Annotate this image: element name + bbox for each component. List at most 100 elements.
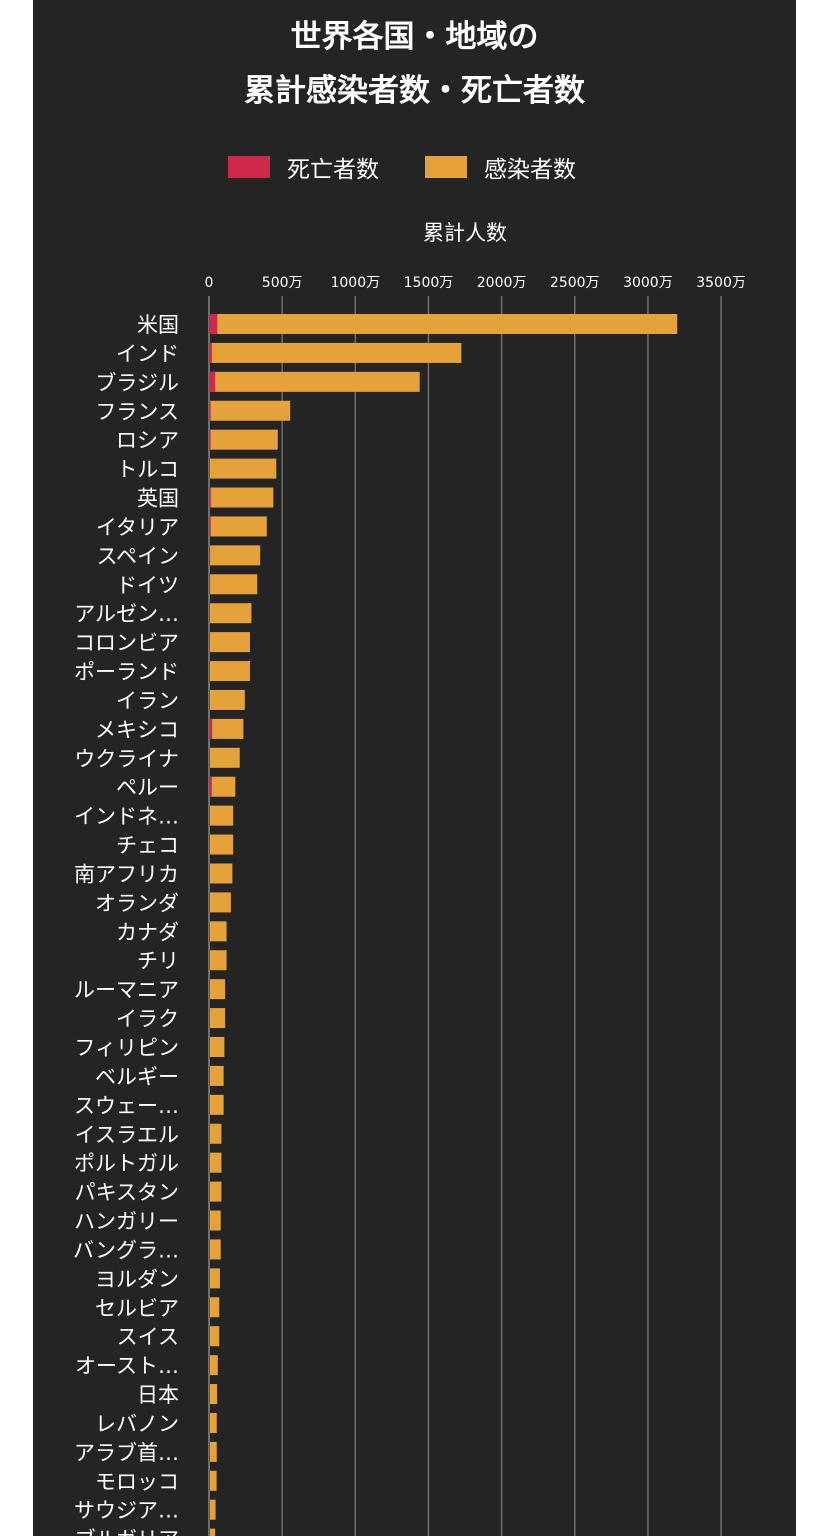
bar-cases[interactable]: [209, 950, 227, 971]
bar-deaths[interactable]: [209, 314, 218, 334]
bar-deaths[interactable]: [209, 950, 210, 971]
bar-cases[interactable]: [209, 689, 245, 710]
bar-cases[interactable]: [209, 718, 244, 739]
bar-deaths[interactable]: [209, 834, 210, 855]
bar-cases[interactable]: [209, 1412, 217, 1433]
bar-cases[interactable]: [209, 863, 233, 884]
bar-deaths[interactable]: [209, 1528, 210, 1536]
bar-cases[interactable]: [209, 1239, 221, 1260]
bar-deaths[interactable]: [209, 1239, 210, 1260]
bar-deaths[interactable]: [209, 1470, 210, 1491]
bar-deaths[interactable]: [209, 1181, 210, 1202]
bar-cases[interactable]: [209, 1123, 222, 1144]
bar-deaths[interactable]: [209, 979, 210, 1000]
bar-cases[interactable]: [209, 603, 252, 624]
bar-deaths[interactable]: [209, 776, 212, 797]
bar-cases[interactable]: [209, 1528, 216, 1536]
bar-cases[interactable]: [209, 1499, 216, 1520]
legend-item-cases[interactable]: 感染者数: [425, 150, 576, 184]
bar-cases[interactable]: [209, 805, 234, 826]
bar-cases[interactable]: [209, 1008, 226, 1029]
bar-deaths[interactable]: [209, 1326, 210, 1347]
bar-deaths[interactable]: [209, 747, 210, 768]
bar-deaths[interactable]: [209, 1008, 210, 1029]
bar-cases[interactable]: [209, 342, 462, 363]
bar-deaths[interactable]: [209, 1037, 210, 1057]
legend: 死亡者数 感染者数: [228, 150, 622, 184]
bar-deaths[interactable]: [209, 718, 213, 739]
bar-deaths[interactable]: [209, 863, 210, 884]
bar-deaths[interactable]: [209, 1152, 210, 1173]
bar-cases[interactable]: [209, 1094, 224, 1115]
bar-deaths[interactable]: [209, 1123, 210, 1144]
bar-deaths[interactable]: [209, 1210, 210, 1231]
bar-cases[interactable]: [209, 1210, 221, 1231]
bar-cases[interactable]: [209, 1384, 218, 1405]
bar-deaths[interactable]: [209, 892, 210, 913]
bar-deaths[interactable]: [209, 545, 211, 566]
bar-cases[interactable]: [209, 574, 258, 595]
chart-title-line2: 累計感染者数・死亡者数: [244, 73, 585, 109]
bar-cases[interactable]: [209, 545, 261, 566]
bar-deaths[interactable]: [209, 342, 212, 363]
gridlines: [208, 296, 722, 1536]
bar-cases[interactable]: [209, 371, 420, 392]
bar-cases[interactable]: [209, 400, 291, 421]
bar-cases[interactable]: [209, 487, 274, 508]
bar-cases[interactable]: [209, 747, 240, 768]
bar-deaths[interactable]: [209, 1499, 210, 1520]
x-tick-label: 3500万: [696, 275, 746, 291]
bar-cases[interactable]: [209, 632, 250, 653]
bar-deaths[interactable]: [209, 516, 211, 537]
bar-deaths[interactable]: [209, 429, 211, 450]
category-label: ブルガリア: [75, 1528, 179, 1536]
bar-cases[interactable]: [209, 1326, 220, 1347]
bar-cases[interactable]: [209, 1297, 220, 1318]
bar-cases[interactable]: [209, 1441, 217, 1462]
category-label: スペイン: [96, 544, 179, 568]
bar-cases[interactable]: [209, 776, 236, 797]
bar-deaths[interactable]: [209, 632, 211, 653]
bar-cases[interactable]: [209, 979, 226, 1000]
bar-cases[interactable]: [209, 1355, 218, 1376]
bar-deaths[interactable]: [209, 400, 211, 421]
bar-deaths[interactable]: [209, 1412, 210, 1433]
bar-deaths[interactable]: [209, 1268, 210, 1289]
category-label: ペルー: [116, 776, 179, 800]
bar-cases[interactable]: [209, 1181, 222, 1202]
bar-cases[interactable]: [209, 921, 227, 942]
bar-deaths[interactable]: [209, 661, 211, 682]
bar-cases[interactable]: [209, 1268, 220, 1289]
category-label: スイス: [117, 1325, 179, 1349]
bar-cases[interactable]: [209, 429, 278, 450]
bar-deaths[interactable]: [209, 603, 210, 624]
bar-deaths[interactable]: [209, 1094, 210, 1115]
bar-deaths[interactable]: [209, 487, 211, 508]
bar-deaths[interactable]: [209, 574, 211, 595]
bar-cases[interactable]: [209, 834, 234, 855]
bar-cases[interactable]: [209, 1152, 222, 1173]
category-label: スウェー…: [74, 1094, 179, 1118]
bar-cases[interactable]: [209, 1065, 224, 1086]
bar-deaths[interactable]: [209, 371, 216, 392]
bar-deaths[interactable]: [209, 805, 210, 826]
bar-deaths[interactable]: [209, 1065, 210, 1086]
bar-deaths[interactable]: [209, 1297, 210, 1318]
bar-cases[interactable]: [209, 1037, 225, 1057]
bar-deaths[interactable]: [209, 458, 210, 479]
bar-deaths[interactable]: [209, 689, 211, 710]
x-tick-label: 500万: [262, 275, 303, 291]
bar-cases[interactable]: [209, 458, 277, 479]
category-label: 英国: [137, 487, 179, 511]
bar-deaths[interactable]: [209, 1355, 210, 1376]
bar-deaths[interactable]: [209, 1441, 210, 1462]
bar-cases[interactable]: [209, 661, 250, 682]
legend-item-deaths[interactable]: 死亡者数: [228, 150, 379, 184]
bar-cases[interactable]: [209, 892, 231, 913]
bar-cases[interactable]: [209, 516, 267, 537]
bar-deaths[interactable]: [209, 1384, 210, 1405]
bar-deaths[interactable]: [209, 921, 210, 942]
bar-cases[interactable]: [209, 314, 678, 334]
category-label: ウクライナ: [74, 747, 179, 771]
bar-cases[interactable]: [209, 1470, 217, 1491]
